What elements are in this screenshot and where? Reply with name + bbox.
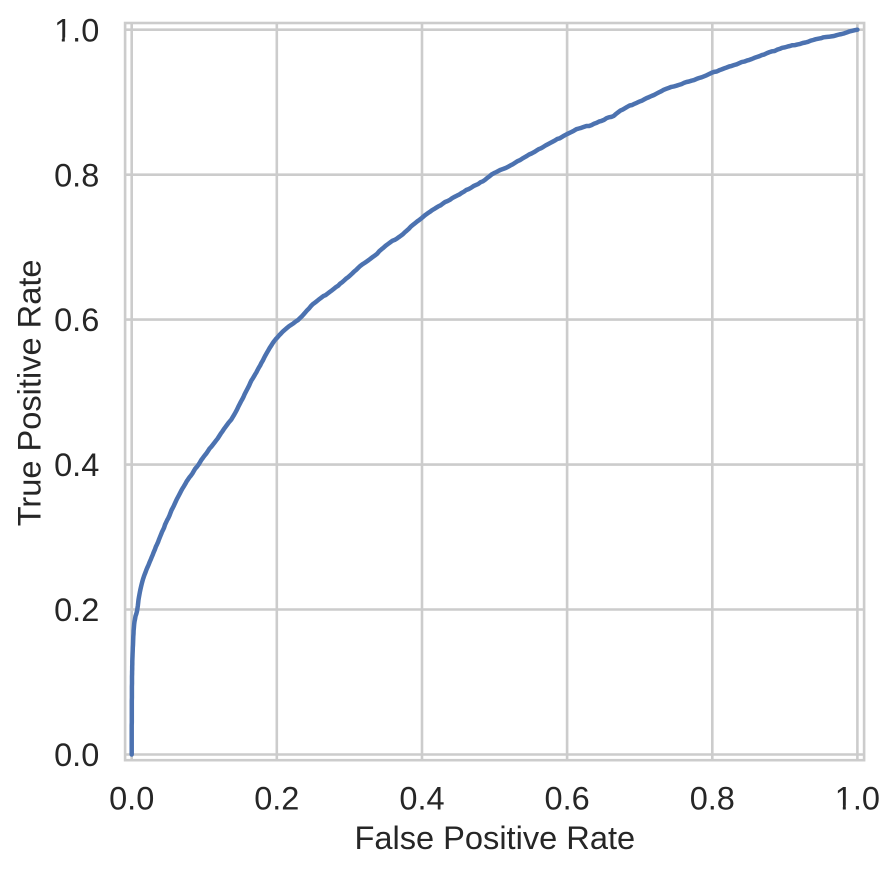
- svg-text:False Positive Rate: False Positive Rate: [354, 819, 635, 856]
- svg-text:0.4: 0.4: [399, 781, 444, 817]
- svg-text:0.4: 0.4: [54, 447, 99, 483]
- svg-text:0.6: 0.6: [54, 302, 99, 338]
- svg-text:0.8: 0.8: [690, 781, 735, 817]
- svg-text:0.0: 0.0: [54, 737, 99, 773]
- svg-text:0.6: 0.6: [545, 781, 590, 817]
- svg-text:1.0: 1.0: [54, 12, 99, 48]
- svg-text:1.0: 1.0: [835, 781, 880, 817]
- svg-text:True Positive Rate: True Positive Rate: [11, 260, 48, 527]
- svg-text:0.2: 0.2: [254, 781, 299, 817]
- svg-text:0.8: 0.8: [54, 157, 99, 193]
- svg-text:0.2: 0.2: [54, 592, 99, 628]
- svg-text:0.0: 0.0: [109, 781, 154, 817]
